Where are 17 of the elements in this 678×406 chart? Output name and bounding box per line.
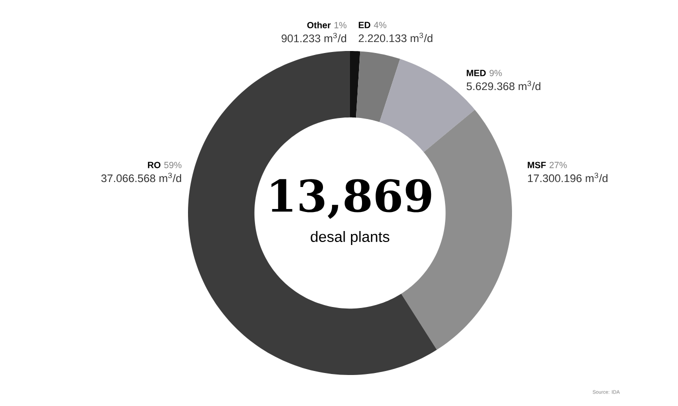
text: 13,869 bbox=[271, 179, 432, 219]
slice-label: MSF bbox=[528, 162, 546, 168]
data-label: 9% bbox=[490, 70, 502, 76]
data-label: 59% bbox=[164, 162, 182, 168]
text: 901.233 m$^{3}$/d bbox=[282, 32, 346, 42]
text: desal plants bbox=[310, 231, 390, 245]
data-label: 27% bbox=[550, 162, 567, 168]
slice-label: RO bbox=[148, 162, 160, 168]
data-label: 1% bbox=[334, 22, 346, 28]
text: 37.066.568 m$^{3}$/d bbox=[101, 172, 182, 182]
slice-label: ED bbox=[358, 22, 370, 28]
slice-label: Other bbox=[307, 22, 331, 28]
text: 2.220.133 m$^{3}$/d bbox=[358, 32, 432, 42]
text: 5.629.368 m$^{3}$/d bbox=[466, 80, 540, 90]
text: 17.300.196 m$^{3}$/d bbox=[528, 172, 608, 182]
slice-label: MED bbox=[466, 70, 486, 76]
data-label: 4% bbox=[374, 22, 386, 28]
